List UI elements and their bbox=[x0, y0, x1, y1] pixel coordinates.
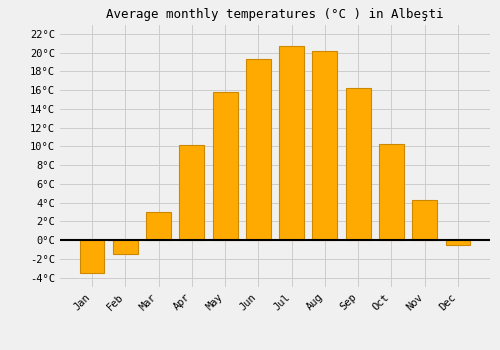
Title: Average monthly temperatures (°C ) in Albeşti: Average monthly temperatures (°C ) in Al… bbox=[106, 8, 444, 21]
Bar bbox=[412, 200, 437, 240]
Bar bbox=[113, 240, 138, 254]
Bar bbox=[312, 51, 338, 240]
Bar bbox=[146, 212, 171, 240]
Bar bbox=[379, 144, 404, 240]
Bar bbox=[279, 46, 304, 240]
Bar bbox=[446, 240, 470, 245]
Bar bbox=[246, 59, 271, 240]
Bar bbox=[80, 240, 104, 273]
Bar bbox=[346, 88, 370, 240]
Bar bbox=[180, 145, 204, 240]
Bar bbox=[212, 92, 238, 240]
